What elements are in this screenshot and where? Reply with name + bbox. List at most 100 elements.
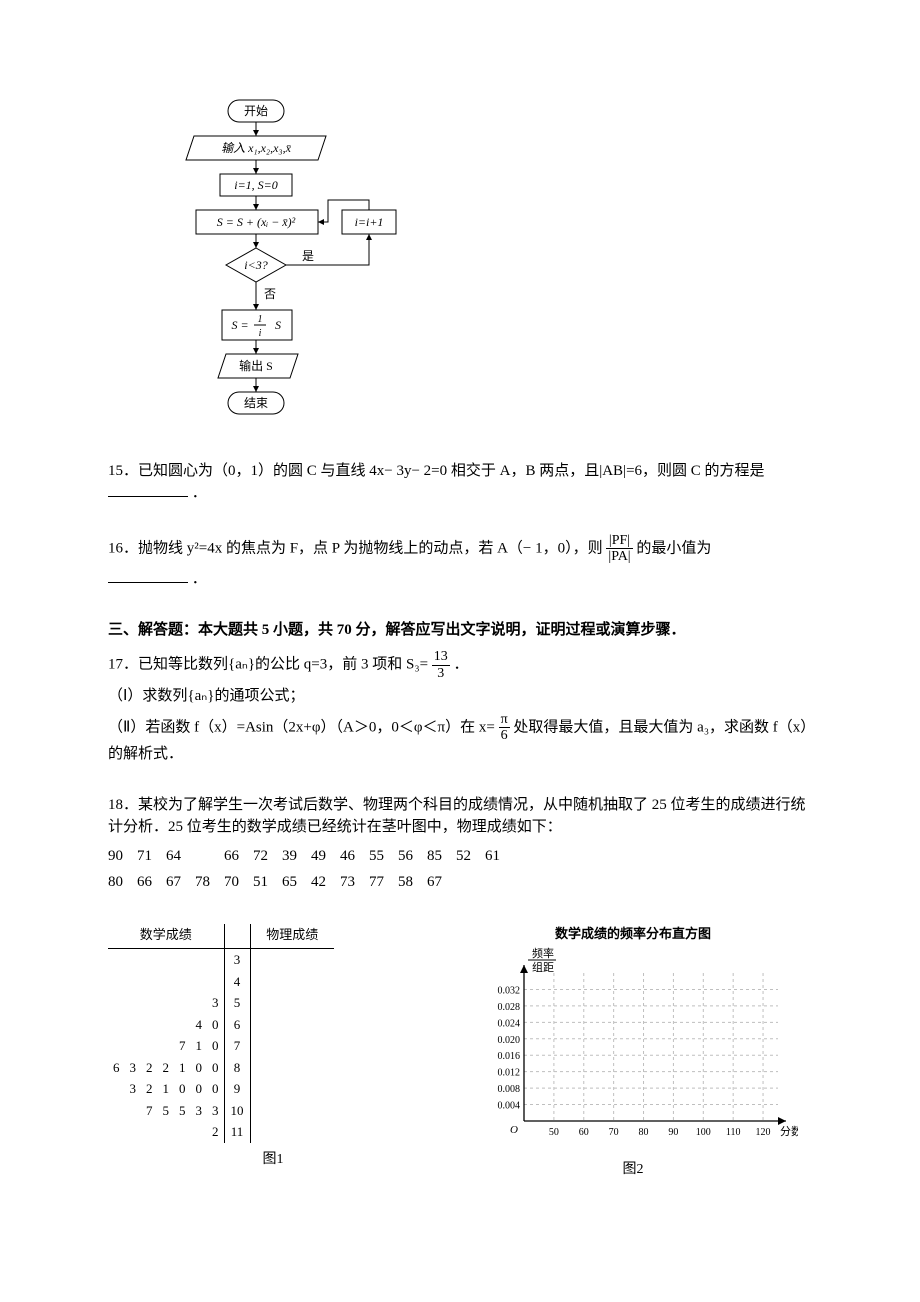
data-cell: 49 xyxy=(311,843,340,870)
svg-text:i: i xyxy=(259,328,262,339)
q17-line1b: ． xyxy=(454,657,469,673)
data-cell: 42 xyxy=(311,869,340,896)
q16-suffix: ． xyxy=(192,571,207,587)
svg-text:120: 120 xyxy=(756,1127,771,1138)
flowchart-node-calc: S = S + (xᵢ − x̄)² xyxy=(217,215,296,229)
stemleaf-right-header: 物理成绩 xyxy=(250,924,334,949)
flowchart-node-inc: i=i+1 xyxy=(355,215,384,229)
svg-text:100: 100 xyxy=(696,1127,711,1138)
question-16: 16．抛物线 y²=4x 的焦点为 F，点 P 为抛物线上的动点，若 A（− 1… xyxy=(108,533,820,591)
flowchart-label-no: 否 xyxy=(264,287,276,301)
data-cell: 71 xyxy=(137,843,166,870)
table-row: 63221008 xyxy=(108,1057,334,1079)
q16-fraction: |PF| |PA| xyxy=(606,533,632,565)
question-18: 18．某校为了解学生一次考试后数学、物理两个科目的成绩情况，从中随机抽取了 25… xyxy=(108,794,820,896)
svg-text:0.008: 0.008 xyxy=(498,1084,521,1095)
data-cell: 67 xyxy=(166,869,195,896)
table-row: 3 xyxy=(108,949,334,971)
stem-cell: 3 xyxy=(224,949,250,971)
figure-2: 数学成绩的频率分布直方图 频率组距0.0040.0080.0120.0160.0… xyxy=(468,924,798,1180)
svg-text:90: 90 xyxy=(668,1127,678,1138)
flowchart-node-init: i=1, S=0 xyxy=(234,178,278,192)
svg-text:组距: 组距 xyxy=(532,960,554,974)
flowchart-label-yes: 是 xyxy=(302,249,314,263)
data-cell: 51 xyxy=(253,869,282,896)
table-row: 406 xyxy=(108,1014,334,1036)
data-cell xyxy=(456,869,485,896)
stemleaf-left-header: 数学成绩 xyxy=(108,924,224,949)
table-row: 211 xyxy=(108,1121,334,1143)
table-row: 3210009 xyxy=(108,1078,334,1100)
svg-text:70: 70 xyxy=(609,1127,619,1138)
table-row: 806667787051654273775867 xyxy=(108,869,514,896)
svg-text:1: 1 xyxy=(258,314,263,325)
data-cell: 52 xyxy=(456,843,485,870)
data-cell: 77 xyxy=(369,869,398,896)
data-cell: 55 xyxy=(369,843,398,870)
table-row: 4 xyxy=(108,971,334,993)
data-cell xyxy=(195,843,224,870)
flowchart-node-input: 输入 x₁,x₂,x₃,x̄ xyxy=(221,141,291,155)
table-row: 90716466723949465556855261 xyxy=(108,843,514,870)
q17-line1a: 17．已知等比数列{aₙ}的公比 q=3，前 3 项和 S₃= xyxy=(108,657,428,673)
q16-blank xyxy=(108,568,188,583)
q16-part1: 16．抛物线 y²=4x 的焦点为 F，点 P 为抛物线上的动点，若 A（− 1… xyxy=(108,540,603,556)
svg-text:110: 110 xyxy=(726,1127,741,1138)
figure-1: 数学成绩 物理成绩 343540671076322100832100097553… xyxy=(108,924,438,1170)
svg-text:S =: S = xyxy=(231,318,248,332)
svg-text:60: 60 xyxy=(579,1127,589,1138)
data-cell: 39 xyxy=(282,843,311,870)
figure-2-caption: 图2 xyxy=(468,1159,798,1180)
data-cell: 66 xyxy=(224,843,253,870)
q15-suffix: ． xyxy=(192,485,207,501)
q17-line3a: （Ⅱ）若函数 f（x）=Asin（2x+φ）（A＞0，0＜φ＜π）在 x= xyxy=(108,719,495,735)
data-cell: 58 xyxy=(398,869,427,896)
stem-cell: 9 xyxy=(224,1078,250,1100)
q15-text: 15．已知圆心为（0，1）的圆 C 与直线 4x− 3y− 2=0 相交于 A，… xyxy=(108,463,765,479)
svg-text:0.024: 0.024 xyxy=(498,1019,521,1030)
flowchart-node-cond: i<3? xyxy=(244,258,267,272)
q16-part2: 的最小值为 xyxy=(636,540,711,556)
stem-cell: 5 xyxy=(224,992,250,1014)
data-cell: 65 xyxy=(282,869,311,896)
stem-cell: 6 xyxy=(224,1014,250,1036)
data-cell: 64 xyxy=(166,843,195,870)
svg-text:50: 50 xyxy=(549,1127,559,1138)
histogram-title: 数学成绩的频率分布直方图 xyxy=(468,924,798,944)
stem-cell: 7 xyxy=(224,1035,250,1057)
stem-cell: 8 xyxy=(224,1057,250,1079)
data-cell: 70 xyxy=(224,869,253,896)
svg-text:频率: 频率 xyxy=(532,946,554,960)
data-cell: 61 xyxy=(485,843,514,870)
flowchart-svg: 开始 输入 x₁,x₂,x₃,x̄ i=1, S=0 S = S + (xᵢ −… xyxy=(158,90,408,426)
q17-frac2: π 6 xyxy=(499,712,510,744)
section-3-title: 三、解答题：本大题共 5 小题，共 70 分，解答应写出文字说明，证明过程或演算… xyxy=(108,619,820,642)
data-cell: 73 xyxy=(340,869,369,896)
stem-cell: 11 xyxy=(224,1121,250,1143)
stem-leaf-table: 数学成绩 物理成绩 343540671076322100832100097553… xyxy=(108,924,334,1143)
svg-text:0.032: 0.032 xyxy=(498,986,521,997)
svg-text:O: O xyxy=(510,1124,518,1136)
data-cell: 78 xyxy=(195,869,224,896)
svg-text:分数: 分数 xyxy=(780,1125,798,1138)
table-row: 35 xyxy=(108,992,334,1014)
data-cell: 72 xyxy=(253,843,282,870)
q17-frac1: 13 3 xyxy=(432,649,450,681)
question-17: 17．已知等比数列{aₙ}的公比 q=3，前 3 项和 S₃= 13 3 ． （… xyxy=(108,649,820,766)
table-row: 7107 xyxy=(108,1035,334,1057)
q15-blank xyxy=(108,482,188,497)
stem-cell: 10 xyxy=(224,1100,250,1122)
svg-text:0.016: 0.016 xyxy=(498,1052,521,1063)
figures-row: 数学成绩 物理成绩 343540671076322100832100097553… xyxy=(108,924,820,1180)
svg-text:0.020: 0.020 xyxy=(498,1035,521,1046)
histogram-svg: 频率组距0.0040.0080.0120.0160.0200.0240.0280… xyxy=(468,945,798,1145)
data-cell: 85 xyxy=(427,843,456,870)
data-cell: 66 xyxy=(137,869,166,896)
q18-intro: 18．某校为了解学生一次考试后数学、物理两个科目的成绩情况，从中随机抽取了 25… xyxy=(108,794,820,839)
svg-text:0.028: 0.028 xyxy=(498,1002,521,1013)
data-cell: 80 xyxy=(108,869,137,896)
svg-text:0.004: 0.004 xyxy=(498,1101,521,1112)
flowchart-node-output: 输出 S xyxy=(239,358,273,373)
flowchart-node-start: 开始 xyxy=(244,104,268,118)
q18-data-table: 90716466723949465556855261 8066677870516… xyxy=(108,843,514,896)
